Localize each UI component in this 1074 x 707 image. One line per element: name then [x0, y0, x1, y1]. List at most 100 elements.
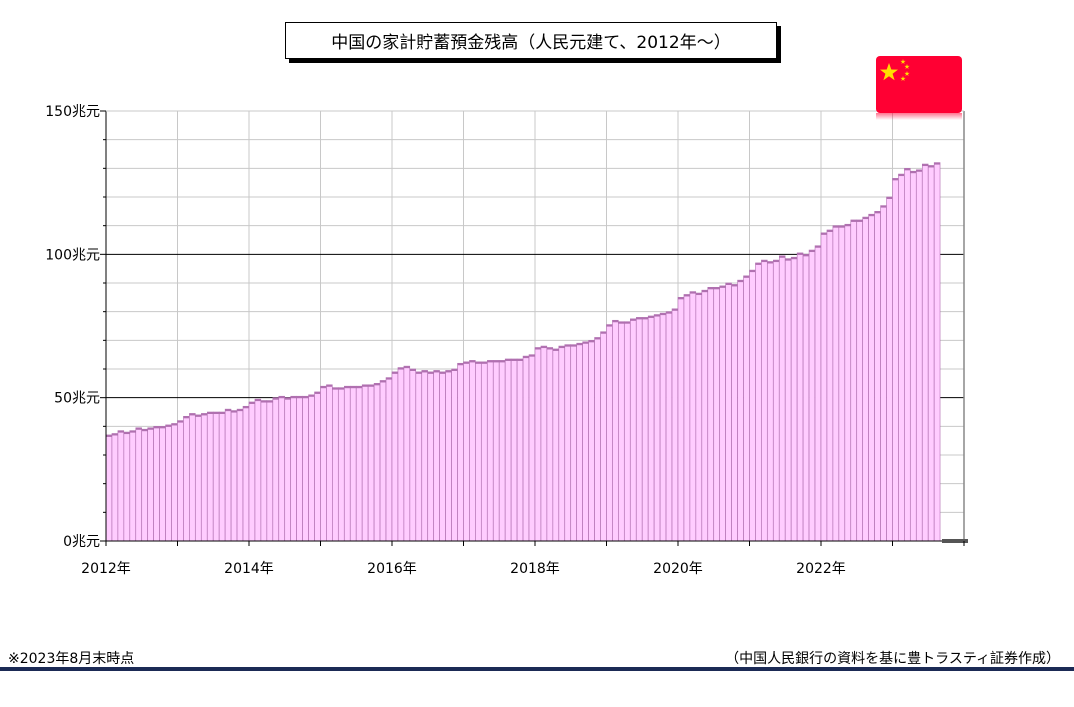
bar-cap [779, 255, 786, 258]
bar [677, 297, 685, 542]
bar-cap [856, 219, 863, 222]
y-tick-label: 50兆元 [54, 391, 100, 407]
bar [719, 285, 726, 542]
bar-cap [749, 270, 756, 273]
bar [767, 261, 774, 542]
chart-title: 中国の家計貯蓄預金残高（人民元建て、2012年〜） [285, 22, 777, 59]
bar [630, 318, 637, 542]
bar [737, 279, 744, 542]
bar [475, 361, 482, 542]
bar [594, 337, 601, 542]
bar-cap [505, 358, 512, 361]
bar-cap [350, 386, 357, 389]
bar [469, 360, 476, 542]
bar-cap [141, 429, 148, 432]
bar-cap [284, 397, 291, 400]
bar [457, 362, 464, 542]
bar-cap [618, 321, 625, 324]
axis-shadow [942, 539, 968, 543]
bar-cap [469, 360, 476, 363]
bar [487, 360, 494, 542]
bar-cap [934, 162, 941, 165]
bar [153, 426, 160, 542]
bar-cap [463, 361, 470, 364]
bar [433, 370, 440, 542]
bar-cap [713, 287, 720, 290]
bar [731, 284, 738, 542]
bar [868, 213, 875, 542]
bar [141, 428, 148, 542]
bar-cap [523, 356, 529, 359]
bar [820, 232, 828, 542]
bar [522, 355, 530, 542]
bar [778, 255, 786, 542]
bar-cap [439, 371, 446, 374]
bar [898, 173, 905, 542]
bar [481, 361, 488, 542]
bar [612, 319, 619, 542]
bar [314, 391, 321, 542]
bar [570, 344, 577, 542]
bar-cap [332, 387, 339, 390]
bar-cap [475, 361, 482, 364]
bar-cap [129, 430, 136, 433]
bar-cap [529, 354, 535, 357]
bar [189, 413, 196, 542]
bar-cap [892, 178, 899, 181]
bar-cap [898, 174, 905, 177]
bar-cap [797, 252, 804, 255]
bar [904, 168, 911, 542]
bar-cap [535, 347, 541, 350]
bar-cap [838, 225, 845, 228]
bar [159, 426, 166, 542]
bar-cap [117, 430, 124, 433]
bar-cap [159, 426, 166, 429]
bar-cap [314, 391, 321, 394]
bar-cap [195, 414, 202, 417]
bar [832, 225, 840, 542]
bar [302, 395, 309, 542]
bar-cap [791, 257, 798, 260]
bar-cap [540, 346, 547, 349]
bar [451, 368, 458, 542]
bar [713, 286, 720, 542]
x-tick-label: 2012年 [81, 561, 131, 577]
bar-cap [487, 360, 494, 363]
y-tick-label: 100兆元 [45, 247, 100, 263]
bar [725, 282, 732, 542]
bar-cap [731, 284, 738, 287]
bar [338, 387, 345, 542]
bar [689, 291, 697, 542]
bar [105, 434, 113, 542]
bar-cap [177, 420, 184, 423]
bar [540, 345, 548, 542]
bar-cap [594, 337, 601, 340]
bar [344, 385, 351, 542]
x-tick-label: 2014年 [224, 561, 274, 577]
bar [534, 347, 542, 542]
bar-cap [880, 205, 887, 208]
bar-cap [612, 320, 619, 323]
bar [802, 254, 810, 542]
bar [749, 269, 756, 542]
bar-cap [201, 413, 208, 416]
bar-cap [135, 427, 142, 430]
bar-cap [147, 427, 154, 430]
bar [683, 294, 691, 542]
bar [171, 423, 178, 542]
bar [653, 314, 661, 542]
bar [856, 219, 863, 542]
bar [933, 162, 941, 542]
bar-cap [844, 224, 851, 227]
bar-cap [868, 214, 875, 217]
bar-cap [231, 410, 237, 413]
bar [326, 384, 333, 542]
bar [254, 398, 262, 542]
bar [564, 344, 571, 542]
bar-cap [809, 250, 815, 253]
source-note: （中国人民銀行の資料を基に豊トラスティ証券作成） [725, 651, 1060, 667]
bar [427, 371, 434, 542]
bar-cap [832, 225, 839, 228]
bar-cap [362, 384, 369, 387]
